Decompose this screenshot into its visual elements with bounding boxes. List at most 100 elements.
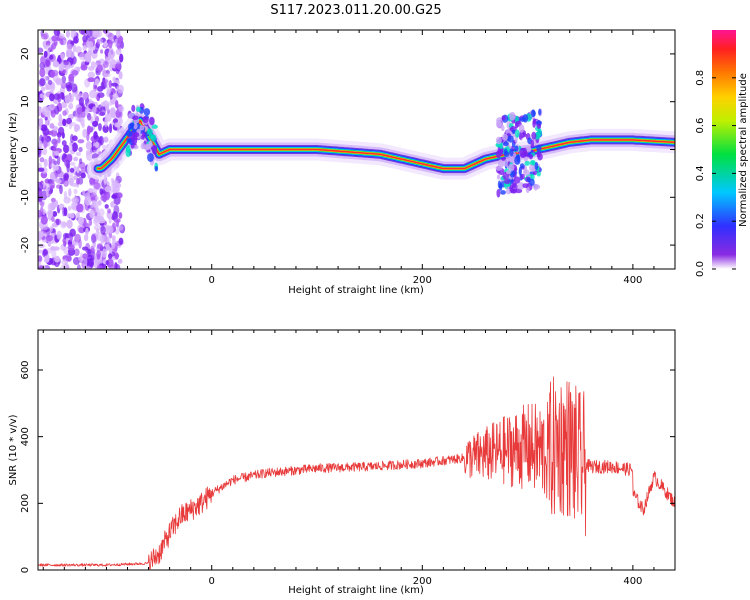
noise-blob: [56, 230, 62, 240]
noise-blob: [65, 159, 71, 169]
colorbar-tick-label: 0.4: [695, 165, 706, 181]
colorbar-label: Normalized spectral amplitude: [738, 73, 749, 227]
noise-blob: [48, 54, 54, 60]
trace-blob: [522, 147, 528, 156]
noise-blob: [86, 125, 91, 135]
noise-blob: [63, 60, 69, 66]
spectrogram-ytick-label: -20: [20, 237, 31, 253]
spectrogram-ytick-label: 20: [20, 48, 31, 61]
noise-blob: [71, 196, 79, 204]
trace-blob: [532, 118, 537, 125]
noise-blob: [100, 49, 104, 54]
noise-blob: [103, 136, 109, 143]
noise-blob: [52, 202, 56, 208]
noise-blob: [48, 209, 54, 217]
noise-blob: [54, 165, 59, 171]
noise-blob: [71, 83, 78, 93]
noise-blob: [85, 227, 89, 236]
trace-blob: [150, 145, 158, 150]
noise-blob: [65, 253, 72, 262]
noise-blob: [61, 75, 67, 84]
noise-blob: [39, 157, 45, 163]
noise-blob: [82, 44, 87, 51]
noise-blob: [113, 218, 121, 223]
trace-band-7: [97, 120, 675, 170]
noise-blob: [62, 206, 66, 217]
noise-blob: [103, 73, 111, 78]
noise-blob: [56, 170, 64, 178]
trace-blob: [517, 182, 525, 190]
trace-blob: [509, 148, 514, 157]
noise-blob: [91, 200, 96, 206]
noise-blob: [109, 58, 117, 69]
trace-blob: [496, 174, 501, 180]
noise-blob: [115, 264, 121, 269]
trace-blob: [147, 152, 154, 162]
trace-blob: [536, 171, 541, 177]
noise-blob: [50, 70, 56, 78]
noise-blob: [105, 260, 109, 266]
noise-blob: [82, 190, 86, 196]
spectrogram-ytick-label: 0: [20, 146, 31, 152]
noise-blob: [77, 216, 84, 225]
trace-blob: [149, 140, 153, 148]
trace-blob: [511, 182, 517, 188]
noise-blob: [49, 174, 56, 180]
noise-blob: [116, 30, 121, 39]
noise-blob: [79, 158, 83, 165]
trace-blob: [537, 128, 542, 137]
noise-blob: [39, 93, 43, 99]
noise-blob: [65, 49, 72, 58]
noise-blob: [82, 253, 89, 260]
noise-blob: [115, 48, 122, 56]
noise-blob: [102, 79, 109, 84]
noise-blob: [38, 181, 44, 192]
noise-blob: [82, 91, 88, 101]
trace-blob: [519, 163, 525, 169]
noise-blob: [41, 86, 46, 92]
noise-blob: [94, 141, 100, 148]
noise-blob: [102, 144, 107, 150]
noise-blob: [94, 195, 100, 201]
noise-blob: [71, 70, 79, 76]
noise-blob: [75, 151, 82, 156]
noise-blob: [61, 140, 67, 146]
trace-blob: [531, 160, 535, 166]
noise-blob: [38, 124, 42, 130]
noise-blob: [40, 124, 48, 132]
noise-blob: [60, 39, 64, 45]
trace-blob: [537, 123, 541, 130]
noise-blob: [63, 240, 67, 247]
trace-blob: [509, 111, 516, 121]
noise-blob: [43, 140, 48, 149]
noise-blob: [69, 213, 75, 219]
snr-ylabel: SNR (10 * v/v): [8, 414, 19, 485]
noise-blob: [45, 68, 49, 75]
trace-blob: [131, 104, 136, 112]
spectrogram-ytick-label: -10: [20, 189, 31, 205]
snr-ytick-label: 0: [20, 567, 31, 573]
noise-blob: [71, 142, 78, 152]
noise-blob: [73, 248, 80, 257]
noise-blob: [58, 33, 65, 39]
noise-blob: [52, 211, 58, 217]
noise-blob: [105, 190, 110, 201]
noise-blob: [69, 161, 76, 166]
noise-blob: [55, 77, 63, 86]
trace-blob: [518, 132, 523, 140]
noise-blob: [118, 71, 123, 80]
noise-blob: [98, 38, 104, 45]
noise-blob: [44, 57, 52, 68]
noise-blob: [107, 208, 111, 214]
snr-xtick-label: 0: [209, 576, 215, 587]
noise-blob: [38, 140, 43, 150]
noise-blob: [116, 192, 123, 199]
colorbar-tick-label: 0.2: [695, 213, 706, 229]
noise-blob: [66, 84, 72, 92]
noise-blob: [111, 235, 116, 241]
noise-blob: [72, 241, 79, 246]
noise-blob: [57, 136, 61, 144]
noise-blob: [115, 100, 119, 109]
noise-blob: [49, 225, 53, 233]
